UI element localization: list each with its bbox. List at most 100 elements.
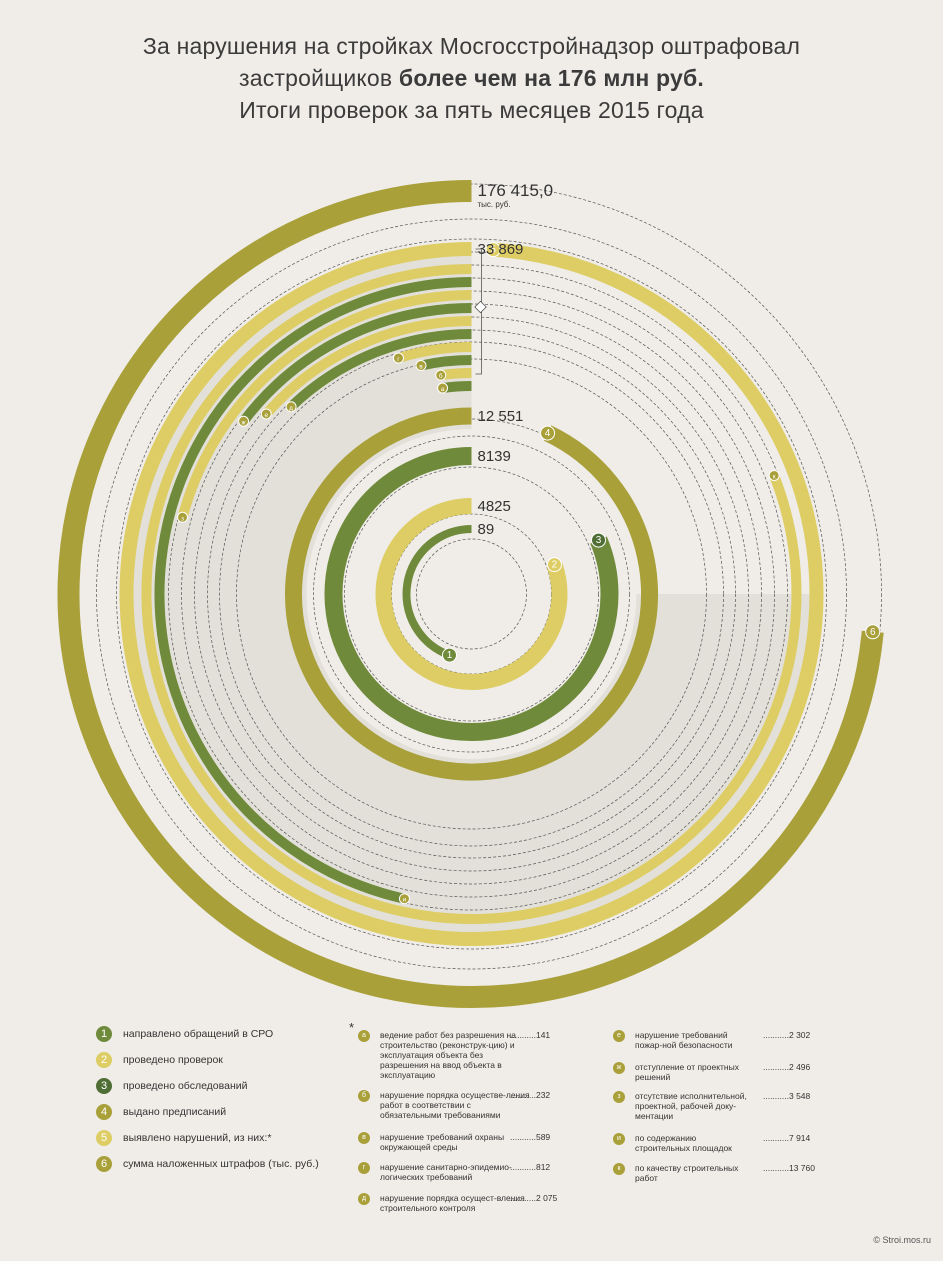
ring-3 (324, 447, 619, 741)
sub-legend-value-ж: ...........2 496 (763, 1062, 811, 1072)
title-line-3: Итоги проверок за пять месяцев 2015 года (239, 97, 704, 123)
sub-ring-д (287, 329, 472, 411)
legend-label-3: проведено обследований (123, 1080, 248, 1092)
sub-legend-text-и: по содержанию строительных площадок (635, 1133, 732, 1153)
sub-ring-badge-ж-text: ж (241, 419, 246, 426)
sub-legend-badge-д: д (358, 1193, 370, 1205)
sub-ring-badge-б-circle (435, 369, 447, 381)
sub-legend-value-и: ...........7 914 (763, 1133, 811, 1143)
legend-label-2: проведено проверок (123, 1054, 223, 1066)
chart-title: За нарушения на стройках Мосгосстройнадз… (0, 30, 943, 126)
sub-legend-badge-б: б (358, 1090, 370, 1102)
ring-badge-4-circle (540, 425, 556, 441)
sub-legend-badge-к: к (613, 1163, 625, 1175)
sub-legend-badge-и: и (613, 1133, 625, 1145)
ring-label-6: 176 415,0 (478, 181, 554, 200)
sub-ring-badge-и-text: и (403, 897, 407, 904)
sub-ring-и (154, 277, 472, 904)
sub-legend-text-е: нарушение требований пожар-ной безопасно… (635, 1030, 733, 1050)
legend-label-1: направлено обращений в СРО (123, 1028, 274, 1040)
guide-circle-8 (194, 316, 749, 872)
title-line-2-text: застройщиков (239, 65, 399, 91)
guide-circle-15 (96, 218, 847, 970)
legend-badge-2: 2 (96, 1052, 112, 1068)
sub-legend-value-з: ...........3 548 (763, 1091, 811, 1101)
ring-badge-3-circle (591, 532, 607, 548)
ring-label-5: 33 869 (478, 241, 524, 258)
ring-badge-3-text: 3 (596, 535, 602, 546)
legend-item-2: 2 проведено проверок (96, 1052, 223, 1068)
guide-circle-2 (344, 466, 599, 722)
legend-badge-1: 1 (96, 1026, 112, 1042)
ring-4 (285, 407, 658, 781)
sub-legend-text-а: ведение работ без разрешения на строител… (380, 1030, 516, 1080)
legend-label-6: сумма наложенных штрафов (тыс. руб.) (123, 1158, 319, 1170)
sub-ring-badge-б-text: б (439, 372, 443, 380)
guide-circle-7 (207, 329, 736, 859)
ring-badge-5-text: 5 (490, 245, 496, 256)
sub-legend-value-а: ...........141 (510, 1030, 551, 1040)
ring-badge-1-text: 1 (447, 650, 453, 661)
sub-legend-badge-е: е (613, 1030, 625, 1042)
guide-circle-14 (116, 238, 827, 950)
sub-ring-badge-з-text: з (181, 515, 184, 522)
ring-6 (57, 180, 884, 1008)
sub-ring-badge-ж-circle (238, 415, 250, 427)
sub-ring-к (141, 264, 802, 924)
legend-badge-3: 3 (96, 1078, 112, 1094)
legend-label-4: выдано предписаний (123, 1106, 227, 1118)
sub-ring-badge-к-circle (768, 469, 780, 481)
sub-legend-text-ж: отступление от проектных решений (635, 1062, 739, 1082)
ring-label-2: 4825 (478, 498, 511, 515)
guide-circle-0 (416, 538, 527, 650)
ring-badge-2-text: 2 (552, 560, 558, 571)
ring-label-1: 89 (478, 521, 495, 538)
sub-legend-text-г: нарушение санитарно-эпидемио-логических … (380, 1162, 512, 1182)
guide-circle-1 (391, 513, 552, 675)
ring-2 (375, 498, 568, 690)
ring-badge-1-circle (441, 647, 457, 663)
sub-ring-badge-д-text: д (289, 405, 293, 412)
sub-legend-badge-а: а (358, 1030, 370, 1042)
violations-shaded-area (126, 249, 817, 940)
ring-label-3: 8139 (478, 448, 511, 465)
sub-ring-badge-в-circle (415, 360, 427, 372)
ring-badge-2-circle (546, 557, 562, 573)
sub-ring-badge-г-text: г (397, 356, 400, 363)
legend-label-5: выявлено нарушений, из них:* (123, 1132, 272, 1144)
ring-badge-4-text: 4 (545, 428, 551, 439)
guide-circle-3 (313, 435, 630, 753)
sub-legend-star: * (349, 1020, 355, 1035)
legend-item-3: 3 проведено обследований (96, 1078, 247, 1094)
sub-legend-text-д: нарушение порядка осущест-вления строите… (380, 1193, 525, 1213)
sub-legend-value-д: ...........2 075 (510, 1193, 558, 1203)
title-line-2: застройщиков более чем на 176 млн руб. (0, 62, 943, 94)
sub-ring-badge-а-text: а (441, 386, 445, 393)
legend-item-6: 6 сумма наложенных штрафов (тыс. руб.) (96, 1156, 319, 1172)
sub-legend-value-г: ...........812 (510, 1162, 551, 1172)
sub-ring-е (262, 316, 472, 418)
sub-legend-value-б: ...........232 (510, 1090, 551, 1100)
legend-badge-4: 4 (96, 1104, 112, 1120)
sub-legend-text-з: отсутствие исполнительной, проектной, ра… (635, 1091, 747, 1121)
sub-ring-badge-з-circle (177, 511, 189, 523)
sub-ring-badge-д-circle (285, 401, 297, 413)
legend-item-1: 1 направлено обращений в СРО (96, 1026, 273, 1042)
sub-bracket-diamond (474, 300, 487, 314)
sub-ring-badge-к-text: к (773, 473, 776, 480)
sub-ring-badge-а-circle (437, 382, 449, 394)
sub-legend-text-к: по качеству строительных работ (635, 1163, 739, 1183)
sub-ring-з (177, 290, 472, 519)
sub-ring-в (419, 355, 472, 371)
sub-legend-text-б: нарушение порядка осуществе-ления работ … (380, 1090, 530, 1120)
sub-legend-badge-в: в (358, 1132, 370, 1144)
sub-legend-badge-з: з (613, 1091, 625, 1103)
ring-badge-5-circle (485, 242, 501, 258)
sub-ring-badge-в-text: в (419, 364, 423, 371)
ring-5 (119, 242, 824, 946)
source-credit: © Stroi.mos.ru (873, 1235, 931, 1245)
legend-badge-5: 5 (96, 1130, 112, 1146)
ring-badge-6-text: 6 (870, 627, 876, 638)
legend-item-4: 4 выдано предписаний (96, 1104, 226, 1120)
